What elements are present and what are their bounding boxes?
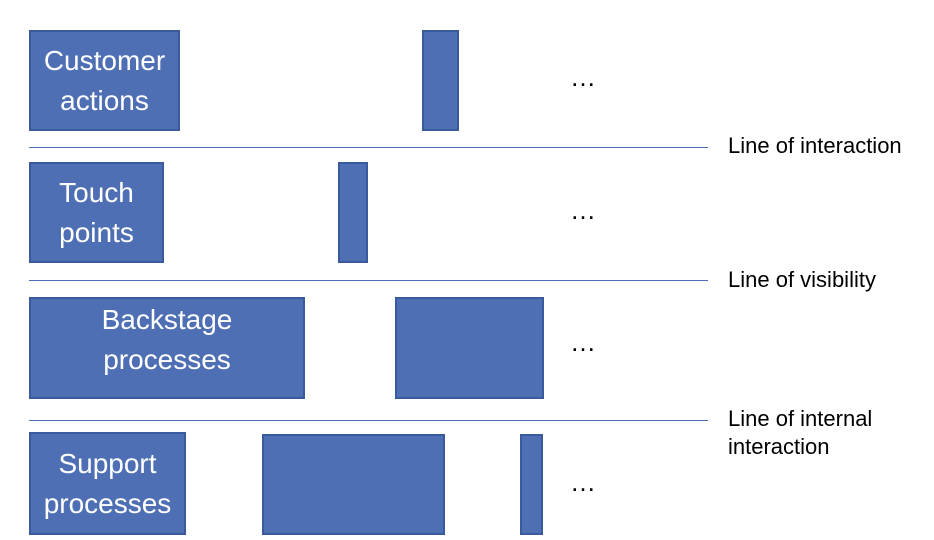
backstage-processes-label: Backstage processes xyxy=(101,304,233,375)
line-of-visibility-label: Line of visibility xyxy=(728,267,876,292)
support-processes-label: Support processes xyxy=(43,447,172,519)
line-of-interaction xyxy=(29,147,708,148)
backstage-processes-box xyxy=(29,297,305,399)
customer-action-step-box xyxy=(422,30,459,131)
customer-actions-ellipsis: … xyxy=(570,62,596,92)
line-of-internal-interaction xyxy=(29,420,708,421)
touch-points-label: Touch points xyxy=(59,176,134,248)
support-step-box-narrow xyxy=(520,434,543,535)
backstage-step-box xyxy=(395,297,544,399)
touch-points-ellipsis: … xyxy=(570,195,596,225)
touch-points-box xyxy=(29,162,164,263)
line-of-interaction-label: Line of interaction xyxy=(728,133,902,158)
support-step-box-wide xyxy=(262,434,445,535)
support-processes-box xyxy=(29,432,186,535)
touch-point-step-box xyxy=(338,162,368,263)
line-of-visibility xyxy=(29,280,708,281)
customer-actions-label: Customer actions xyxy=(43,44,166,116)
customer-actions-box xyxy=(29,30,180,131)
line-of-internal-interaction-label: Line of internal interaction xyxy=(728,406,873,459)
backstage-processes-ellipsis: … xyxy=(570,327,596,357)
support-processes-ellipsis: … xyxy=(570,467,596,497)
